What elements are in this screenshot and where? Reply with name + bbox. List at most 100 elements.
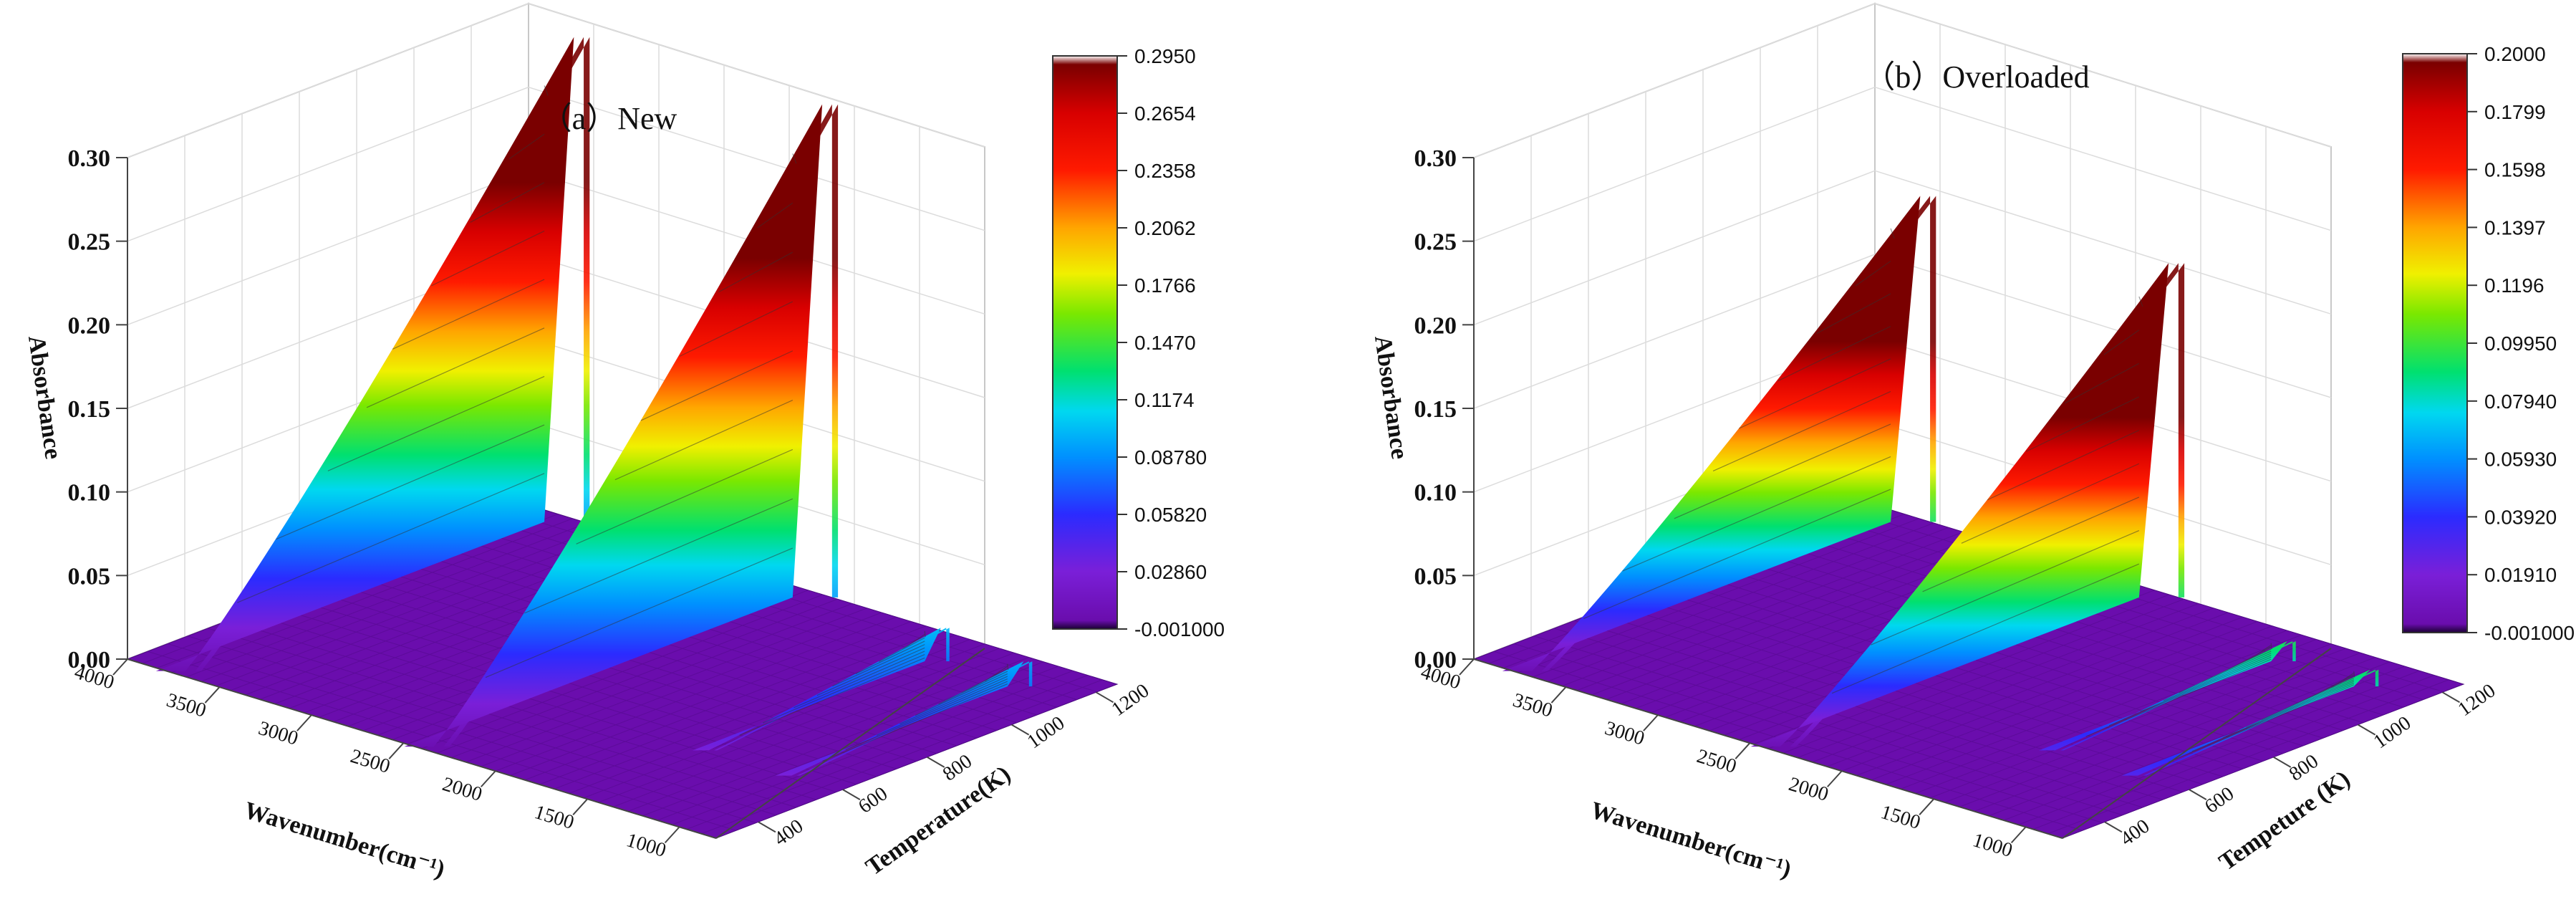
peak-front bbox=[443, 104, 839, 747]
peak-1 bbox=[1750, 263, 2185, 747]
peak-1 bbox=[404, 104, 839, 747]
z-axis: 0.00 0.05 0.10 0.15 0.20 0.25 0.30 Absorbance bbox=[23, 145, 127, 673]
peak-contours bbox=[1831, 296, 2143, 694]
colorbar-tick-label: 0.08780 bbox=[1134, 446, 1207, 469]
colorbar-tick-label: 0.2062 bbox=[1134, 217, 1196, 239]
peak-3 bbox=[2121, 669, 2379, 776]
x-tick-label: 3500 bbox=[1510, 689, 1555, 722]
y-tick-label: 400 bbox=[2116, 815, 2153, 851]
y-axis-title: Temperature(K) bbox=[861, 761, 1016, 881]
chart-new: 0.00 0.05 0.10 0.15 0.20 0.25 0.30 Absorbance 40… bbox=[23, 2, 1225, 883]
surface bbox=[126, 37, 1119, 839]
z-tick-label: 0.10 bbox=[68, 480, 111, 507]
z-axis: 0.00 0.05 0.10 0.15 0.20 0.25 0.30 Absorbance bbox=[1369, 145, 1474, 673]
y-tick-label: 600 bbox=[2201, 782, 2238, 818]
peak-front bbox=[1541, 196, 1936, 671]
peak-contours bbox=[2085, 643, 2272, 737]
colorbar-tick-label: 0.2950 bbox=[1134, 45, 1196, 67]
peak-face bbox=[1502, 196, 1921, 671]
y-tick-label: 600 bbox=[854, 782, 892, 818]
y-tick-label: 800 bbox=[2285, 750, 2322, 786]
peak-face bbox=[404, 104, 823, 747]
z-tick-label: 0.30 bbox=[1414, 145, 1457, 172]
colorbar-tick-label: 0.1174 bbox=[1134, 389, 1195, 411]
peak-3 bbox=[775, 661, 1033, 776]
peak-2 bbox=[2039, 640, 2296, 751]
peak-front bbox=[796, 661, 1033, 776]
y-tick-label: 800 bbox=[939, 750, 976, 786]
x-tick-label: 3000 bbox=[256, 717, 301, 750]
colorbar-tick-label: 0.05820 bbox=[1134, 504, 1207, 526]
peak-0 bbox=[155, 37, 590, 671]
x-tick-label: 2000 bbox=[1786, 773, 1831, 806]
peak-contours bbox=[2169, 671, 2355, 763]
peak-contours bbox=[237, 85, 549, 603]
peak-front bbox=[195, 37, 590, 671]
z-axis-title: Absorbance bbox=[1369, 334, 1413, 461]
z-tick-label: 0.25 bbox=[68, 229, 111, 256]
colorbar-tick-label: 0.02860 bbox=[1134, 561, 1207, 583]
z-tick-label: 0.15 bbox=[68, 396, 111, 423]
peak-contours bbox=[485, 153, 797, 678]
colorbar-tick-label: -0.001000 bbox=[2484, 622, 2575, 644]
x-tick-label: 2000 bbox=[440, 773, 485, 806]
peak-contours bbox=[1583, 228, 1895, 619]
y-tick-label: 1000 bbox=[1023, 712, 1069, 754]
colorbar-tick-label: 0.2654 bbox=[1134, 102, 1196, 125]
colorbar-tick-label: 0.09950 bbox=[2484, 332, 2557, 355]
y-tick-label: 400 bbox=[770, 815, 807, 851]
y-axis-title: Tempeture (K) bbox=[2214, 766, 2355, 876]
x-tick-label: 1000 bbox=[1970, 829, 2015, 862]
colorbar-tick-label: 0.1598 bbox=[2484, 159, 2546, 181]
colorbar-tick-label: 0.1196 bbox=[2484, 274, 2544, 297]
peak-face bbox=[1750, 263, 2169, 747]
chart-overloaded: 0.00 0.05 0.10 0.15 0.20 0.25 0.30 Absorbance 40… bbox=[1369, 2, 2575, 883]
x-tick-label: 2500 bbox=[348, 745, 393, 778]
peak-face bbox=[155, 37, 574, 671]
colorbar-tick-label: 0.01910 bbox=[2484, 564, 2557, 586]
x-axis-title: Wavenumber(cm⁻¹) bbox=[241, 797, 448, 883]
y-tick-label: 1200 bbox=[2454, 679, 2500, 721]
y-tick-label: 1000 bbox=[2370, 712, 2416, 754]
x-tick-label: 3000 bbox=[1602, 717, 1647, 750]
z-tick-label: 0.20 bbox=[1414, 312, 1457, 339]
colorbar-gradient bbox=[2402, 53, 2468, 633]
z-tick-label: 0.15 bbox=[1414, 396, 1457, 423]
peak-front bbox=[1790, 263, 2185, 747]
colorbar-tick-label: 0.1470 bbox=[1134, 332, 1196, 354]
peak-contours bbox=[739, 630, 926, 736]
peak-contours bbox=[822, 663, 1009, 762]
colorbar-tick-label: 0.1397 bbox=[2484, 216, 2546, 239]
panel-title: （a）New bbox=[541, 101, 677, 136]
z-tick-label: 0.05 bbox=[1414, 563, 1457, 590]
z-tick-label: 0.10 bbox=[1414, 480, 1457, 507]
z-axis-title: Absorbance bbox=[23, 334, 67, 461]
z-tick-label: 0.05 bbox=[68, 563, 111, 590]
panel-title: （b）Overloaded bbox=[1863, 59, 2089, 95]
x-tick-label: 1500 bbox=[532, 801, 577, 834]
y-tick-label: 1200 bbox=[1108, 679, 1154, 721]
peak-2 bbox=[693, 628, 950, 751]
colorbar: 0.2950 0.2654 0.2358 0.2062 0.1766 0.1470 0.11… bbox=[1052, 45, 1225, 640]
x-axis-title: Wavenumber(cm⁻¹) bbox=[1588, 797, 1795, 883]
z-tick-label: 0.00 bbox=[68, 647, 111, 673]
colorbar: 0.2000 0.1799 0.1598 0.1397 0.1196 0.09950 0.0… bbox=[2402, 43, 2575, 644]
colorbar-tick-label: 0.03920 bbox=[2484, 506, 2557, 528]
colorbar-tick-label: 0.1799 bbox=[2484, 101, 2546, 123]
surface bbox=[1472, 196, 2465, 839]
x-tick-label: 1500 bbox=[1878, 801, 1924, 834]
colorbar-tick-label: 0.2358 bbox=[1134, 160, 1196, 182]
colorbar-tick-label: 0.1766 bbox=[1134, 274, 1196, 297]
colorbar-gradient bbox=[1052, 55, 1118, 630]
z-tick-label: 0.20 bbox=[68, 312, 111, 339]
colorbar-tick-label: 0.2000 bbox=[2484, 43, 2546, 65]
z-tick-label: 0.30 bbox=[68, 145, 111, 172]
peak-front bbox=[714, 628, 950, 751]
colorbar-tick-label: 0.05930 bbox=[2484, 448, 2557, 471]
z-tick-label: 0.00 bbox=[1414, 647, 1457, 673]
z-tick-label: 0.25 bbox=[1414, 229, 1457, 256]
x-tick-label: 1000 bbox=[624, 829, 669, 862]
x-tick-label: 3500 bbox=[164, 689, 209, 722]
colorbar-tick-label: -0.001000 bbox=[1134, 618, 1225, 640]
